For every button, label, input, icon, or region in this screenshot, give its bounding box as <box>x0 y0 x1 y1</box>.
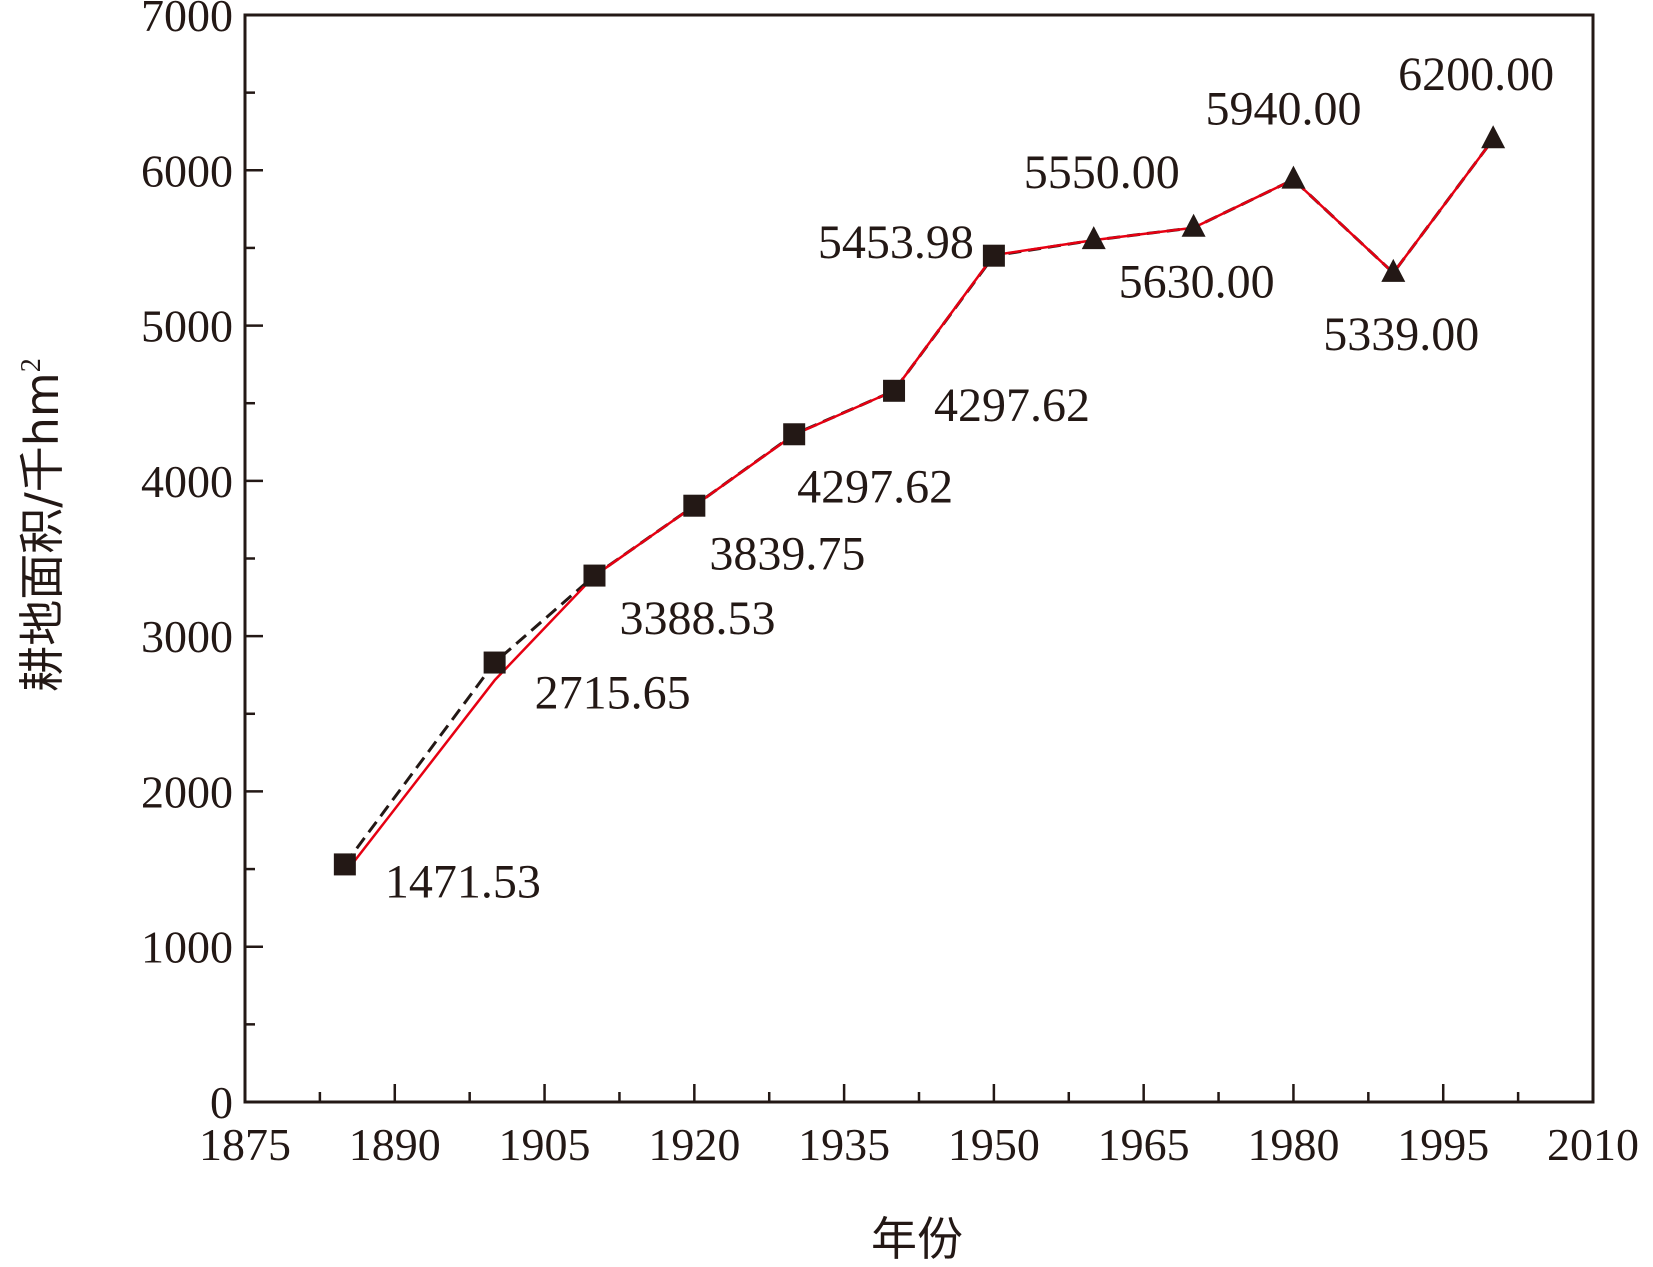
x-tick-label: 1950 <box>948 1119 1040 1170</box>
square-marker <box>683 494 706 517</box>
data-label: 3388.53 <box>619 592 775 645</box>
x-tick-label: 1905 <box>499 1119 591 1170</box>
data-labels: 1471.53 2715.65 3388.53 3839.75 4297.62 4297.… <box>385 48 1554 908</box>
data-label: 5453.98 <box>818 216 974 269</box>
square-marker <box>982 244 1005 267</box>
y-axis-title-superscript: 2 <box>16 358 47 372</box>
square-marker <box>883 379 906 402</box>
y-tick-label: 0 <box>210 1077 233 1128</box>
x-tick-label: 1875 <box>199 1119 291 1170</box>
data-label: 5630.00 <box>1119 256 1275 309</box>
y-tick-label: 4000 <box>141 456 233 507</box>
data-label: 4297.62 <box>934 379 1090 432</box>
y-tick-label: 2000 <box>141 766 233 817</box>
data-label: 5550.00 <box>1024 146 1180 199</box>
triangle-marker <box>1281 165 1306 189</box>
y-axis-ticks: 0 1000 2000 3000 4000 5000 6000 7000 <box>141 0 263 1128</box>
triangle-marker <box>1081 226 1106 250</box>
y-axis-title: 耕地面积/千hm2 <box>15 358 69 691</box>
data-label: 4297.62 <box>797 461 953 514</box>
x-tick-label: 1920 <box>648 1119 740 1170</box>
plot-frame <box>243 13 1595 1104</box>
series-layer <box>343 138 1495 875</box>
data-label: 6200.00 <box>1398 48 1554 101</box>
triangle-marker <box>1181 213 1206 237</box>
square-marker <box>783 423 806 446</box>
y-tick-label: 1000 <box>141 922 233 973</box>
data-label: 2715.65 <box>535 666 691 719</box>
triangle-marker <box>1481 125 1506 149</box>
series-line-solid-red <box>343 138 1495 875</box>
square-marker <box>583 564 606 587</box>
x-tick-label: 1965 <box>1098 1119 1190 1170</box>
data-label: 1471.53 <box>385 855 541 908</box>
x-tick-label: 1980 <box>1247 1119 1339 1170</box>
triangle-marker <box>1381 258 1406 282</box>
marker-layer <box>333 125 1506 876</box>
x-tick-label: 1890 <box>349 1119 441 1170</box>
square-marker <box>333 853 356 876</box>
y-tick-label: 7000 <box>141 0 233 41</box>
x-axis-ticks: 1875 1890 1905 1920 1935 1950 1965 1980 1995 2010 <box>199 1084 1639 1170</box>
axes: 1875 1890 1905 1920 1935 1950 1965 1980 1995 2010… <box>141 0 1639 1170</box>
y-tick-label: 6000 <box>141 145 233 196</box>
x-tick-label: 2010 <box>1547 1119 1639 1170</box>
x-tick-label: 1995 <box>1397 1119 1489 1170</box>
x-tick-label: 1935 <box>798 1119 890 1170</box>
y-tick-label: 5000 <box>141 301 233 352</box>
y-tick-label: 3000 <box>141 611 233 662</box>
square-marker <box>483 651 506 674</box>
x-axis-title: 年份 <box>871 1212 963 1266</box>
data-label: 3839.75 <box>709 528 865 581</box>
data-label: 5940.00 <box>1205 83 1361 136</box>
y-axis-title-text: 耕地面积/千hm <box>15 372 69 691</box>
data-label: 5339.00 <box>1323 308 1479 361</box>
